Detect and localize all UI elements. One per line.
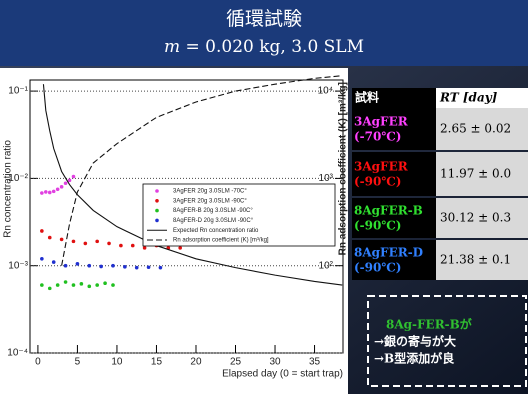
data-point bbox=[72, 240, 76, 244]
data-point bbox=[64, 280, 68, 284]
x-tick-label: 35 bbox=[309, 357, 321, 368]
legend-marker bbox=[155, 189, 159, 193]
y-axis-label: Rn concentration ratio bbox=[3, 140, 14, 238]
x-tick-label: 10 bbox=[111, 357, 123, 368]
sample-name: 8AgFER-D bbox=[354, 246, 423, 260]
x-tick-label: 30 bbox=[269, 357, 281, 368]
data-point bbox=[147, 265, 151, 269]
note-line: 8Ag-FER-Bが bbox=[386, 317, 472, 332]
data-point bbox=[95, 240, 99, 244]
data-point bbox=[111, 283, 115, 287]
data-point bbox=[48, 191, 52, 195]
table-header: RT [day] bbox=[439, 91, 498, 105]
y2-tick-label: 10² bbox=[319, 260, 334, 271]
legend-marker bbox=[155, 209, 159, 213]
table-header: 試料 bbox=[355, 90, 379, 105]
y-tick-label: 10⁻⁴ bbox=[7, 348, 28, 359]
y2-tick-label: 10⁴ bbox=[318, 86, 333, 97]
x-tick-label: 15 bbox=[151, 357, 163, 368]
data-point bbox=[52, 190, 56, 194]
data-point bbox=[103, 281, 107, 285]
data-point bbox=[143, 246, 147, 250]
data-point bbox=[111, 264, 115, 268]
y2-axis-label: Rn adsorption coefficient (K) [m³/kg] bbox=[338, 82, 349, 255]
data-point bbox=[40, 283, 44, 287]
data-point bbox=[87, 285, 91, 289]
legend-label: Rn adsorption coefficient (K) [m³/kg] bbox=[173, 238, 269, 244]
y2-tick-label: 10³ bbox=[319, 173, 334, 184]
legend-label: 8AgFER-B 20g 3.0SLM -90C° bbox=[173, 208, 253, 214]
y-tick-label: 10⁻³ bbox=[8, 260, 28, 271]
data-point bbox=[64, 264, 68, 268]
sample-condition: (-90℃) bbox=[354, 175, 401, 189]
legend-label: 3AgFER 20g 3.0SLM -90C° bbox=[173, 198, 247, 204]
x-tick-label: 5 bbox=[75, 357, 81, 368]
data-point bbox=[135, 266, 139, 270]
slide: 循環試験 m = 0.020 kg, 3.0 SLM 10⁻⁴10⁻³10⁻²1… bbox=[0, 0, 528, 394]
data-point bbox=[72, 283, 76, 287]
subtitle-var: m bbox=[164, 37, 180, 57]
y-tick-label: 10⁻¹ bbox=[8, 86, 28, 97]
sample-condition: (-90℃) bbox=[354, 219, 401, 233]
data-point bbox=[99, 265, 103, 269]
subtitle: m = 0.020 kg, 3.0 SLM bbox=[164, 37, 364, 57]
data-point bbox=[48, 236, 52, 240]
legend-marker bbox=[155, 199, 159, 203]
sample-name: 3AgFER bbox=[354, 115, 409, 129]
sample-condition: (-70℃) bbox=[354, 130, 401, 144]
legend-label: 8AgFER-D 20g 3.0SLM -90C° bbox=[173, 218, 254, 224]
title: 循環試験 bbox=[226, 8, 302, 30]
data-point bbox=[131, 244, 135, 248]
rt-value: 21.38 ± 0.1 bbox=[440, 253, 511, 267]
data-point bbox=[48, 287, 52, 291]
data-point bbox=[95, 283, 99, 287]
data-point bbox=[44, 190, 48, 194]
rt-value: 30.12 ± 0.3 bbox=[440, 211, 511, 225]
data-point bbox=[72, 175, 76, 179]
rt-value: 2.65 ± 0.02 bbox=[440, 122, 511, 136]
data-point bbox=[40, 229, 44, 233]
note-line: →銀の寄与が大 bbox=[374, 334, 456, 349]
sample-condition: (-90℃) bbox=[354, 261, 401, 275]
sample-name: 3AgFER bbox=[354, 160, 409, 174]
data-point bbox=[178, 246, 182, 250]
data-point bbox=[84, 242, 88, 246]
x-tick-label: 25 bbox=[230, 357, 242, 368]
data-point bbox=[80, 282, 84, 286]
data-point bbox=[60, 238, 64, 242]
x-tick-label: 20 bbox=[190, 357, 202, 368]
legend-marker bbox=[155, 219, 159, 223]
data-point bbox=[52, 260, 56, 264]
subtitle-rest: = 0.020 kg, 3.0 SLM bbox=[180, 37, 364, 57]
x-axis-label: Elapsed day (0 = start trap) bbox=[222, 369, 343, 380]
data-point bbox=[119, 244, 123, 248]
x-tick-label: 0 bbox=[35, 357, 41, 368]
legend-label: Expected Rn concentration ratio bbox=[173, 228, 259, 234]
data-point bbox=[40, 191, 44, 195]
rt-value: 11.97 ± 0.0 bbox=[440, 167, 511, 181]
data-point bbox=[56, 283, 60, 287]
data-point bbox=[159, 266, 163, 270]
data-point bbox=[107, 242, 111, 246]
data-point bbox=[123, 265, 127, 269]
data-point bbox=[76, 262, 80, 266]
data-point bbox=[40, 257, 44, 261]
data-point bbox=[64, 181, 68, 185]
data-point bbox=[87, 264, 91, 268]
legend-label: 3AgFER 20g 3.0SLM -70C° bbox=[173, 189, 247, 195]
data-point bbox=[60, 185, 64, 189]
sample-name: 8AgFER-B bbox=[354, 204, 423, 218]
data-point bbox=[56, 188, 60, 192]
note-line: →B型添加が良 bbox=[374, 351, 454, 366]
